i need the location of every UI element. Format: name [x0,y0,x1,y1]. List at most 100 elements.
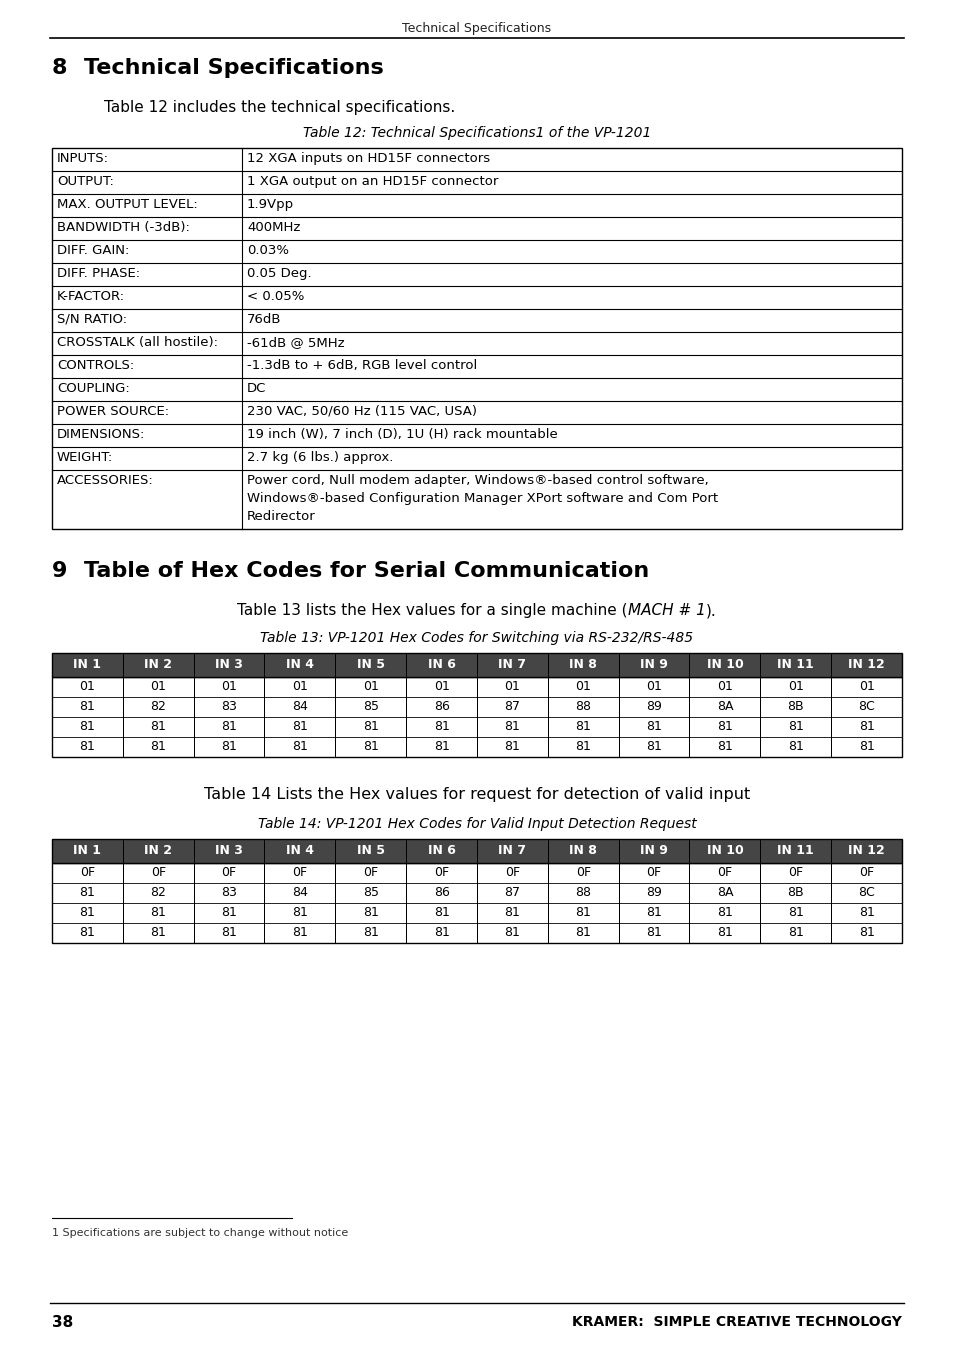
Text: K-FACTOR:: K-FACTOR: [57,289,125,303]
Text: 88: 88 [575,700,591,714]
Bar [52,863,901,942]
Text: 81: 81 [645,741,661,753]
Text: ).: ). [705,603,716,618]
Text: 86: 86 [434,700,449,714]
Text: 01: 01 [292,680,308,694]
Text: 81: 81 [151,926,166,940]
Text: 81: 81 [79,887,95,899]
Text: IN 2: IN 2 [144,658,172,672]
Text: 0F: 0F [292,867,307,880]
Text: 1.9Vpp: 1.9Vpp [247,197,294,211]
Bar [52,147,901,529]
Text: 81: 81 [645,721,661,734]
Text: 400MHz: 400MHz [247,220,300,234]
Text: IN 7: IN 7 [497,845,526,857]
Text: 85: 85 [362,887,378,899]
Text: IN 5: IN 5 [356,845,384,857]
Text: 81: 81 [858,926,874,940]
Text: 81: 81 [292,721,308,734]
Text: IN 3: IN 3 [215,658,243,672]
Text: DIFF. GAIN:: DIFF. GAIN: [57,243,130,257]
Text: 88: 88 [575,887,591,899]
Text: Table 13: VP-1201 Hex Codes for Switching via RS-232/RS-485: Table 13: VP-1201 Hex Codes for Switchin… [260,631,693,645]
Text: 84: 84 [292,700,308,714]
Text: KRAMER:  SIMPLE CREATIVE TECHNOLOGY: KRAMER: SIMPLE CREATIVE TECHNOLOGY [572,1315,901,1329]
Text: 0F: 0F [434,867,449,880]
Text: 0F: 0F [221,867,236,880]
Text: 76dB: 76dB [247,314,281,326]
Text: -1.3dB to + 6dB, RGB level control: -1.3dB to + 6dB, RGB level control [247,360,476,372]
Text: 81: 81 [362,741,378,753]
Text: COUPLING:: COUPLING: [57,383,130,395]
Text: IN 6: IN 6 [427,658,455,672]
Text: 81: 81 [575,741,591,753]
Text: Technical Specifications: Technical Specifications [402,22,551,35]
Text: < 0.05%: < 0.05% [247,289,304,303]
Text: 81: 81 [362,721,378,734]
Text: 8C: 8C [858,887,874,899]
Text: 81: 81 [787,926,802,940]
Text: 81: 81 [717,741,732,753]
Text: Redirector: Redirector [247,510,315,523]
Text: 81: 81 [79,700,95,714]
Text: 0F: 0F [787,867,802,880]
Text: IN 12: IN 12 [847,845,884,857]
Text: IN 6: IN 6 [427,845,455,857]
Text: 01: 01 [717,680,732,694]
Text: Table 12: Technical Specifications1 of the VP-1201: Table 12: Technical Specifications1 of t… [302,126,651,141]
Text: 81: 81 [221,721,236,734]
Text: 82: 82 [151,887,166,899]
Text: IN 3: IN 3 [215,845,243,857]
Text: 0F: 0F [858,867,873,880]
Text: 81: 81 [79,721,95,734]
Text: 19 inch (W), 7 inch (D), 1U (H) rack mountable: 19 inch (W), 7 inch (D), 1U (H) rack mou… [247,429,558,441]
Text: 81: 81 [717,926,732,940]
Text: Table of Hex Codes for Serial Communication: Table of Hex Codes for Serial Communicat… [84,561,649,581]
Text: 0F: 0F [363,867,378,880]
Text: OUTPUT:: OUTPUT: [57,174,113,188]
Text: 01: 01 [79,680,95,694]
Text: 01: 01 [504,680,519,694]
Text: 0.03%: 0.03% [247,243,289,257]
Text: 01: 01 [645,680,661,694]
Bar [52,677,901,757]
Text: 0F: 0F [646,867,661,880]
Text: 81: 81 [434,926,449,940]
Text: 81: 81 [151,741,166,753]
Text: 81: 81 [717,721,732,734]
Text: 01: 01 [858,680,874,694]
Text: 81: 81 [292,741,308,753]
Text: 0.05 Deg.: 0.05 Deg. [247,266,312,280]
Text: 01: 01 [151,680,166,694]
Text: 82: 82 [151,700,166,714]
Text: 84: 84 [292,887,308,899]
Text: IN 7: IN 7 [497,658,526,672]
Text: 81: 81 [504,721,519,734]
Text: BANDWIDTH (-3dB):: BANDWIDTH (-3dB): [57,220,190,234]
Text: 81: 81 [221,741,236,753]
Text: 81: 81 [79,926,95,940]
Text: IN 11: IN 11 [777,845,813,857]
Text: 01: 01 [362,680,378,694]
Text: 81: 81 [575,906,591,919]
Text: 81: 81 [575,926,591,940]
Text: WEIGHT:: WEIGHT: [57,452,113,464]
Text: 81: 81 [292,926,308,940]
Text: DIMENSIONS:: DIMENSIONS: [57,429,145,441]
Bar [52,653,901,677]
Text: MAX. OUTPUT LEVEL:: MAX. OUTPUT LEVEL: [57,197,197,211]
Text: IN 11: IN 11 [777,658,813,672]
Text: 81: 81 [221,906,236,919]
Text: 81: 81 [787,721,802,734]
Text: 38: 38 [52,1315,73,1330]
Text: Table 13 lists the Hex values for a single machine (: Table 13 lists the Hex values for a sing… [237,603,627,618]
Text: 81: 81 [645,906,661,919]
Text: 83: 83 [221,700,236,714]
Text: IN 2: IN 2 [144,845,172,857]
Text: 89: 89 [645,887,661,899]
Text: 81: 81 [434,741,449,753]
Text: Table 14 Lists the Hex values for request for detection of valid input: Table 14 Lists the Hex values for reques… [204,787,749,802]
Text: 81: 81 [221,926,236,940]
Text: 01: 01 [787,680,802,694]
Text: 01: 01 [575,680,591,694]
